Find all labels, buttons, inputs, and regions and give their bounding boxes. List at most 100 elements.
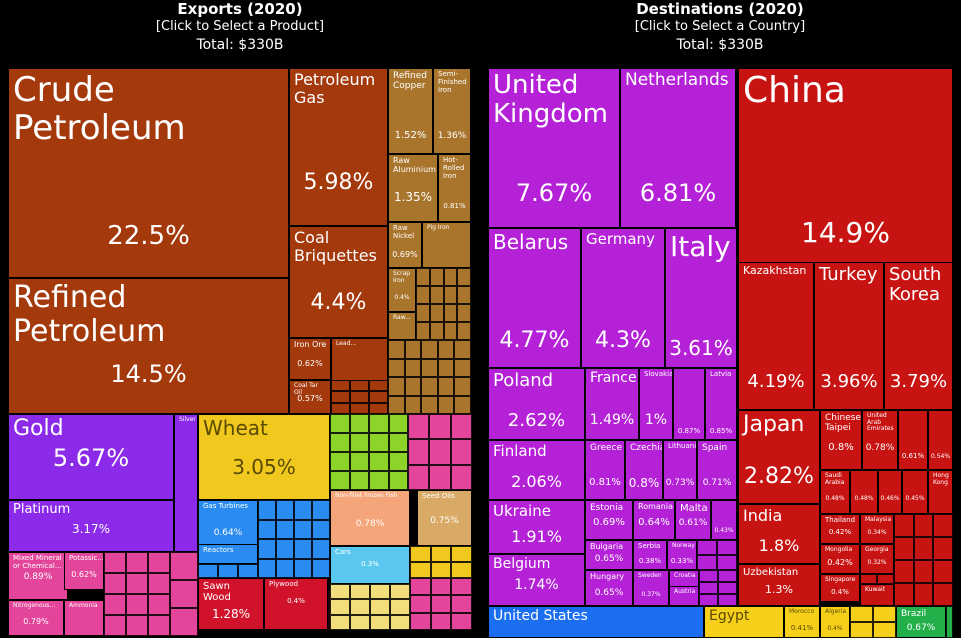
tile-unlabeled-69[interactable]: 0.48%	[850, 470, 878, 514]
small-tile[interactable]	[370, 584, 390, 600]
tile-malta[interactable]: Malta 0.61%	[675, 500, 711, 540]
small-tile[interactable]	[457, 304, 472, 322]
tile-south-korea[interactable]: South Korea 3.79%	[884, 262, 953, 410]
small-tile[interactable]	[126, 573, 148, 594]
tile-belarus[interactable]: Belarus 4.77%	[488, 228, 581, 368]
tile-hungary[interactable]: Hungary 0.65%	[585, 570, 633, 606]
tile-brazil[interactable]: Brazil 0.67%	[896, 606, 946, 638]
tile-germany[interactable]: Germany 4.3%	[581, 228, 665, 368]
tile-chinese-taipei[interactable]: Chinese Taipei 0.8%	[820, 410, 862, 470]
small-tile[interactable]	[717, 540, 737, 555]
tile-mixed-mineral-or-chemical[interactable]: Mixed Mineral or Chemical... 0.89%	[8, 552, 68, 600]
small-tile[interactable]	[437, 377, 455, 396]
small-tile[interactable]	[148, 573, 170, 594]
tile-thailand[interactable]: Thailand 0.42%	[820, 514, 860, 544]
tile-france[interactable]: France 1.49%	[585, 368, 639, 440]
tile-sawn-wood[interactable]: Sawn Wood 1.28%	[198, 578, 264, 630]
tile-morocco[interactable]: Morocco 0.41%	[784, 606, 820, 638]
small-tile[interactable]	[258, 519, 276, 539]
tile-latvia[interactable]: Latvia 0.85%	[705, 368, 737, 440]
tile-pig-iron[interactable]: Pig Iron	[422, 222, 471, 268]
tile-raw-aluminium[interactable]: Raw Aluminium 1.35%	[388, 154, 438, 222]
small-tile[interactable]	[429, 464, 451, 490]
tile-coal-briquettes[interactable]: Coal Briquettes 4.4%	[289, 226, 388, 338]
small-tile[interactable]	[873, 606, 896, 622]
small-tile[interactable]	[390, 584, 410, 600]
small-tile[interactable]	[388, 433, 408, 452]
small-tile[interactable]	[104, 552, 126, 573]
small-tile[interactable]	[894, 560, 914, 583]
small-tile[interactable]	[330, 433, 350, 452]
tile-romania[interactable]: Romania 0.64%	[633, 500, 675, 540]
small-tile[interactable]	[331, 402, 350, 414]
small-tile[interactable]	[369, 433, 389, 452]
small-tile[interactable]	[457, 322, 472, 340]
small-tile[interactable]	[421, 395, 438, 414]
small-tile[interactable]	[198, 564, 218, 578]
small-tile[interactable]	[430, 546, 452, 562]
small-tile[interactable]	[388, 340, 405, 359]
small-tile[interactable]	[370, 614, 390, 630]
small-tile[interactable]	[369, 414, 389, 433]
tile-non-fillet-frozen-fish[interactable]: Non-fillet Frozen Fish 0.78%	[330, 490, 410, 546]
small-tile[interactable]	[430, 562, 452, 578]
tile-unlabeled-66[interactable]: 0.61%	[898, 410, 928, 470]
small-tile[interactable]	[330, 452, 350, 471]
small-tile[interactable]	[350, 391, 369, 403]
small-tile[interactable]	[877, 574, 894, 584]
small-tile[interactable]	[429, 304, 444, 322]
small-tile[interactable]	[331, 391, 350, 403]
small-tile[interactable]	[388, 471, 408, 490]
small-tile[interactable]	[370, 599, 390, 615]
tile-unlabeled-70[interactable]: 0.46%	[878, 470, 902, 514]
small-tile[interactable]	[894, 583, 914, 606]
small-tile[interactable]	[416, 322, 430, 340]
tile-potassic[interactable]: Potassic... 0.62%	[64, 552, 104, 590]
small-tile[interactable]	[369, 380, 388, 392]
small-tile[interactable]	[437, 340, 455, 359]
tile-united-kingdom[interactable]: United Kingdom 7.67%	[488, 68, 620, 228]
tile-united-states[interactable]: United States	[488, 606, 704, 638]
tile-unlabeled-50[interactable]: 0.43%	[711, 500, 737, 540]
small-tile[interactable]	[258, 500, 276, 520]
small-tile[interactable]	[388, 358, 405, 377]
small-tile[interactable]	[697, 555, 717, 570]
small-tile[interactable]	[718, 594, 737, 606]
small-tile[interactable]	[454, 395, 471, 414]
small-tile[interactable]	[238, 564, 258, 578]
tile-unlabeled-71[interactable]: 0.45%	[902, 470, 928, 514]
small-tile[interactable]	[451, 595, 472, 613]
tile-czechia[interactable]: Czechia 0.8%	[625, 440, 663, 500]
small-tile[interactable]	[933, 560, 953, 583]
small-tile[interactable]	[718, 582, 737, 594]
small-tile[interactable]	[430, 578, 452, 596]
tile-silver[interactable]: Silver	[174, 414, 198, 552]
small-tile[interactable]	[410, 612, 431, 630]
small-tile[interactable]	[443, 304, 458, 322]
small-tile[interactable]	[276, 500, 294, 520]
small-tile[interactable]	[390, 599, 410, 615]
small-tile[interactable]	[388, 414, 408, 433]
small-tile[interactable]	[330, 599, 350, 615]
small-tile[interactable]	[454, 377, 471, 396]
tile-finland[interactable]: Finland 2.06%	[488, 440, 585, 500]
small-tile[interactable]	[421, 358, 438, 377]
tile-hong-kong[interactable]: Hong Kong	[928, 470, 953, 514]
small-tile[interactable]	[410, 578, 431, 596]
tile-petroleum-gas[interactable]: Petroleum Gas 5.98%	[289, 68, 388, 226]
small-tile[interactable]	[894, 514, 914, 537]
tile-uzbekistan[interactable]: Uzbekistan 1.3%	[738, 564, 820, 606]
small-tile[interactable]	[350, 402, 369, 414]
small-tile[interactable]	[148, 615, 170, 636]
small-tile[interactable]	[451, 578, 472, 596]
small-tile[interactable]	[437, 395, 455, 414]
small-tile[interactable]	[430, 595, 452, 613]
small-tile[interactable]	[312, 500, 330, 520]
small-tile[interactable]	[294, 558, 312, 578]
tile-refined-copper[interactable]: Refined Copper 1.52%	[388, 68, 433, 154]
small-tile[interactable]	[350, 599, 370, 615]
small-tile[interactable]	[170, 552, 198, 580]
tile-spain[interactable]: Spain 0.71%	[697, 440, 737, 500]
small-tile[interactable]	[349, 471, 369, 490]
tile-hot-rolled-iron[interactable]: Hot-Rolled Iron 0.81%	[438, 154, 471, 222]
